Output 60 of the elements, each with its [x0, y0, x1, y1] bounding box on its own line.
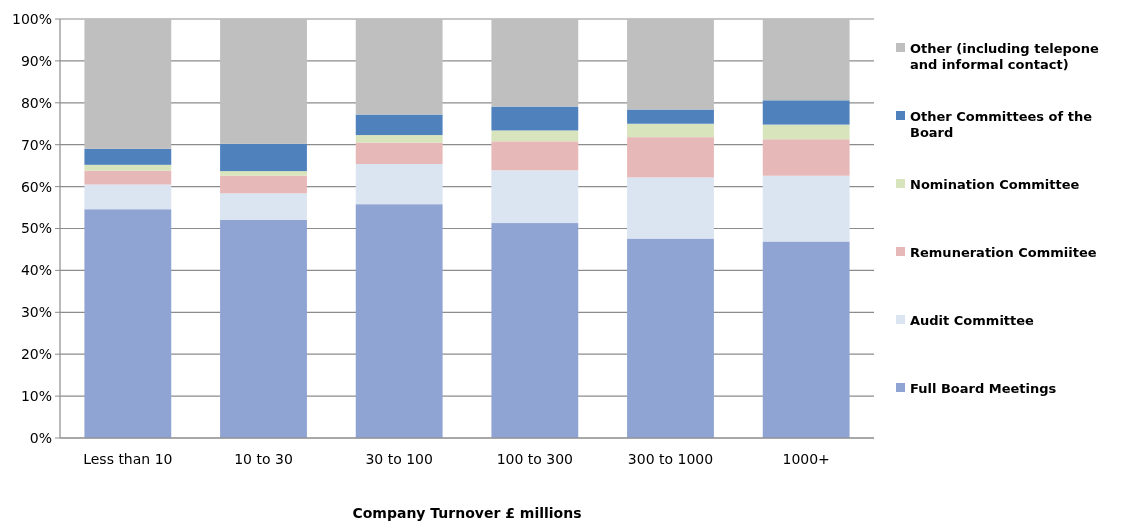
bar [762, 241, 850, 438]
y-tick-label: 70% [20, 136, 52, 153]
bar [762, 175, 850, 242]
bar [220, 143, 307, 172]
bar [491, 130, 579, 142]
bar [762, 100, 850, 125]
x-tick-label: 30 to 100 [365, 451, 433, 467]
bar [491, 170, 579, 224]
bar [84, 164, 172, 171]
bar [355, 204, 443, 438]
bar [220, 219, 307, 438]
x-tick-label: 10 to 30 [234, 451, 293, 467]
legend-label: Full Board Meetings [910, 380, 1057, 396]
y-tick-label: 20% [20, 346, 52, 363]
bar [220, 193, 307, 220]
bar [84, 209, 172, 438]
bar [627, 238, 714, 438]
y-tick-label: 50% [20, 220, 52, 237]
bar [627, 177, 714, 239]
bar [220, 175, 307, 194]
bar [355, 142, 443, 164]
bar [627, 123, 714, 138]
bar [84, 19, 172, 149]
y-tick-label: 30% [20, 304, 52, 321]
bar [355, 19, 443, 115]
legend-label: Audit Committee [910, 312, 1035, 328]
y-tick-label: 100% [11, 10, 52, 27]
x-tick-label: 100 to 300 [496, 451, 574, 467]
bar [491, 106, 579, 131]
bar [355, 114, 443, 136]
bar [762, 139, 850, 176]
y-tick-label: 0% [29, 429, 52, 446]
bar [220, 19, 307, 144]
x-tick-label: 300 to 1000 [627, 451, 714, 467]
legend-label: Other Committees of the Board [910, 108, 1093, 140]
y-tick-label: 40% [20, 262, 52, 279]
bar [491, 223, 579, 438]
bar [627, 137, 714, 178]
bar [627, 19, 714, 110]
y-tick-label: 90% [20, 52, 52, 69]
bar [84, 184, 172, 210]
y-tick-label: 80% [20, 94, 52, 111]
y-tick-label: 60% [20, 178, 52, 195]
bar [355, 135, 443, 143]
legend-label: Remuneration Commiitee [910, 244, 1097, 260]
x-tick-label: 1000+ [782, 451, 830, 467]
bar [84, 170, 172, 185]
bar [84, 148, 172, 165]
bar [491, 19, 579, 107]
y-tick-label: 10% [20, 388, 52, 404]
bar [220, 171, 307, 176]
bar [762, 19, 850, 101]
bar [627, 109, 714, 124]
bar [762, 124, 850, 140]
x-tick-label: Less than 10 [83, 451, 173, 467]
bar [491, 141, 579, 171]
legend-label: Other (including telepone and informal contact) [910, 40, 1099, 72]
legend-label: Nomination Committee [910, 176, 1080, 192]
x-axis-title: Company Turnover £ millions [352, 505, 582, 521]
bar [355, 163, 443, 205]
